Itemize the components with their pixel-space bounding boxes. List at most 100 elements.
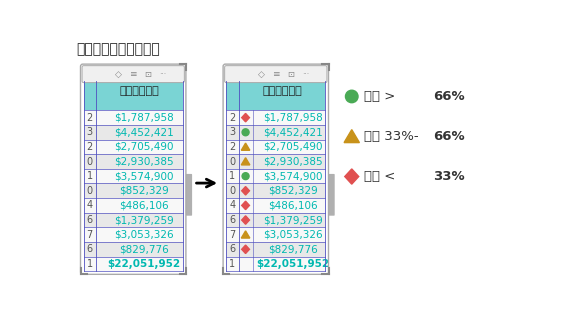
FancyBboxPatch shape xyxy=(328,174,335,216)
Polygon shape xyxy=(242,187,250,195)
Text: $22,051,952: $22,051,952 xyxy=(107,259,180,269)
FancyBboxPatch shape xyxy=(84,198,183,213)
FancyBboxPatch shape xyxy=(84,110,183,125)
FancyBboxPatch shape xyxy=(84,213,183,227)
Text: 将图标添加为视觉提示: 将图标添加为视觉提示 xyxy=(77,42,161,57)
Text: ◇: ◇ xyxy=(257,70,264,79)
FancyBboxPatch shape xyxy=(226,154,325,169)
Text: 66%: 66% xyxy=(433,90,465,103)
Text: $1,787,958: $1,787,958 xyxy=(114,113,173,123)
Text: 6: 6 xyxy=(87,244,93,254)
Text: 高值 >: 高值 > xyxy=(364,90,396,103)
Text: $4,452,421: $4,452,421 xyxy=(114,127,173,137)
Text: 6: 6 xyxy=(229,215,236,225)
Text: 4: 4 xyxy=(229,200,236,211)
Text: $829,776: $829,776 xyxy=(119,244,169,254)
Text: 中值 33%-: 中值 33%- xyxy=(364,130,423,143)
Text: 33%: 33% xyxy=(433,170,465,183)
Text: 1: 1 xyxy=(229,259,236,269)
FancyBboxPatch shape xyxy=(84,169,183,184)
Text: $1,379,259: $1,379,259 xyxy=(114,215,173,225)
Text: $829,776: $829,776 xyxy=(268,244,318,254)
FancyBboxPatch shape xyxy=(226,110,325,125)
Text: 1: 1 xyxy=(87,259,93,269)
Text: 7: 7 xyxy=(229,230,236,240)
Text: 0: 0 xyxy=(229,157,236,166)
Text: 3: 3 xyxy=(87,127,93,137)
Polygon shape xyxy=(242,245,250,254)
Text: 本年度销售额: 本年度销售额 xyxy=(262,86,302,96)
Text: 0: 0 xyxy=(87,157,93,166)
Circle shape xyxy=(242,173,249,180)
Text: ⊡: ⊡ xyxy=(287,70,294,79)
FancyBboxPatch shape xyxy=(226,213,325,227)
Text: 7: 7 xyxy=(87,230,93,240)
FancyBboxPatch shape xyxy=(226,184,325,198)
Text: $4,452,421: $4,452,421 xyxy=(262,127,322,137)
FancyBboxPatch shape xyxy=(226,169,325,184)
Text: $2,930,385: $2,930,385 xyxy=(263,157,322,166)
FancyBboxPatch shape xyxy=(226,242,325,257)
Text: 2: 2 xyxy=(87,113,93,123)
FancyBboxPatch shape xyxy=(225,66,327,83)
FancyBboxPatch shape xyxy=(84,227,183,242)
Text: $3,053,326: $3,053,326 xyxy=(114,230,173,240)
Polygon shape xyxy=(242,143,250,150)
FancyBboxPatch shape xyxy=(226,257,325,271)
Circle shape xyxy=(346,90,358,103)
FancyBboxPatch shape xyxy=(226,81,325,110)
Polygon shape xyxy=(242,216,250,224)
Text: 66%: 66% xyxy=(433,130,465,143)
Polygon shape xyxy=(242,201,250,210)
Text: ···: ··· xyxy=(159,70,166,79)
FancyBboxPatch shape xyxy=(84,125,183,139)
Text: $22,051,952: $22,051,952 xyxy=(256,259,329,269)
Text: 本年度销售额: 本年度销售额 xyxy=(119,86,159,96)
Text: $486,106: $486,106 xyxy=(119,200,169,211)
Text: 6: 6 xyxy=(229,244,236,254)
Text: ···: ··· xyxy=(302,70,309,79)
Text: ⊡: ⊡ xyxy=(144,70,151,79)
Text: $486,106: $486,106 xyxy=(268,200,317,211)
Text: $852,329: $852,329 xyxy=(268,186,318,196)
Polygon shape xyxy=(345,169,359,184)
Text: $2,705,490: $2,705,490 xyxy=(114,142,173,152)
Text: 6: 6 xyxy=(87,215,93,225)
FancyBboxPatch shape xyxy=(84,139,183,154)
Text: 0: 0 xyxy=(87,186,93,196)
Text: $3,574,900: $3,574,900 xyxy=(114,171,173,181)
Text: ≡: ≡ xyxy=(129,70,137,79)
Text: ≡: ≡ xyxy=(272,70,279,79)
Polygon shape xyxy=(242,158,250,165)
Text: 低值 <: 低值 < xyxy=(364,170,396,183)
Text: 2: 2 xyxy=(229,113,236,123)
Text: $1,787,958: $1,787,958 xyxy=(262,113,322,123)
Text: $852,329: $852,329 xyxy=(119,186,169,196)
Text: 3: 3 xyxy=(229,127,236,137)
Text: 2: 2 xyxy=(87,142,93,152)
FancyBboxPatch shape xyxy=(226,125,325,139)
FancyBboxPatch shape xyxy=(226,227,325,242)
Text: 4: 4 xyxy=(87,200,93,211)
FancyBboxPatch shape xyxy=(84,154,183,169)
Text: $3,574,900: $3,574,900 xyxy=(263,171,322,181)
FancyBboxPatch shape xyxy=(186,174,192,216)
Text: 1: 1 xyxy=(87,171,93,181)
FancyBboxPatch shape xyxy=(84,184,183,198)
FancyBboxPatch shape xyxy=(226,198,325,213)
Text: $2,705,490: $2,705,490 xyxy=(263,142,322,152)
Text: $1,379,259: $1,379,259 xyxy=(262,215,322,225)
Polygon shape xyxy=(242,114,250,122)
FancyBboxPatch shape xyxy=(82,66,184,83)
FancyBboxPatch shape xyxy=(84,81,183,110)
Text: $3,053,326: $3,053,326 xyxy=(263,230,322,240)
FancyBboxPatch shape xyxy=(226,139,325,154)
FancyBboxPatch shape xyxy=(84,257,183,271)
Text: 0: 0 xyxy=(229,186,236,196)
Circle shape xyxy=(242,129,249,136)
Text: $2,930,385: $2,930,385 xyxy=(114,157,173,166)
Text: 1: 1 xyxy=(229,171,236,181)
Text: ◇: ◇ xyxy=(115,70,122,79)
Polygon shape xyxy=(344,130,360,142)
Polygon shape xyxy=(242,231,250,238)
